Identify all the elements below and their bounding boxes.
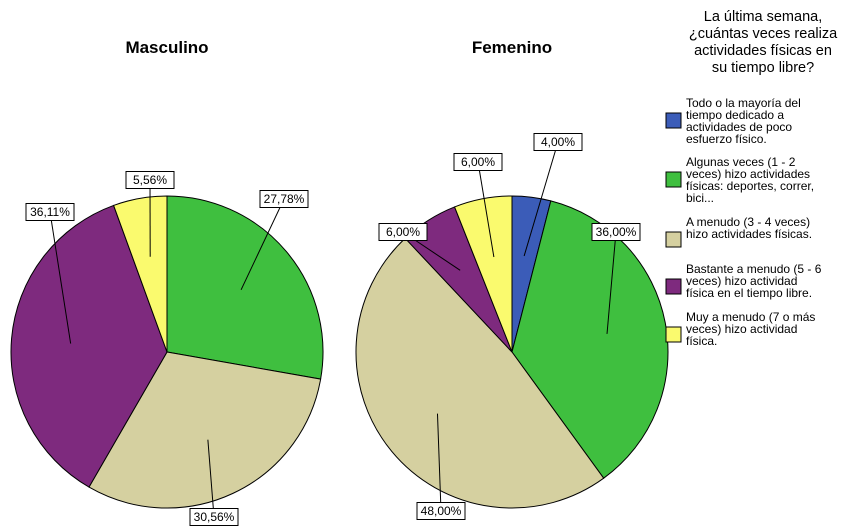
- data-label-box: [591, 223, 641, 241]
- legend-swatch: [665, 112, 682, 129]
- legend-item-text: Muy a menudo (7 o más: [686, 310, 815, 324]
- legend-item: A menudo (3 - 4 veces)hizo actividades f…: [665, 215, 812, 248]
- legend-item-text: esfuerzo físico.: [686, 132, 767, 146]
- legend-title-line: ¿cuántas veces realiza: [689, 26, 838, 42]
- pie-slice: [88, 351, 322, 509]
- data-label: 4,00%: [541, 135, 575, 149]
- legend-item-text: tiempo dedicado a: [686, 108, 784, 122]
- data-label: 27,78%: [264, 192, 305, 206]
- chart-title-masculino: Masculino: [125, 38, 208, 57]
- pie-slice: [355, 237, 605, 509]
- pie-slice: [453, 195, 513, 353]
- legend-item-text: Algunas veces (1 - 2: [686, 155, 796, 169]
- data-label-box: [378, 223, 428, 241]
- data-label: 6,00%: [386, 225, 420, 239]
- leader-line: [49, 211, 72, 344]
- legend-swatch: [665, 326, 682, 343]
- legend-item-text: Bastante a menudo (5 - 6: [686, 262, 822, 276]
- data-label: 36,00%: [596, 225, 637, 239]
- leader-line: [207, 439, 215, 518]
- legend-title-line: actividades físicas en: [694, 43, 832, 59]
- legend-item-text: física en el tiempo libre.: [686, 286, 812, 300]
- data-label: 6,00%: [461, 155, 495, 169]
- legend-title-line: su tiempo libre?: [712, 60, 814, 76]
- legend-item-text: hizo actividades físicas.: [686, 227, 812, 241]
- data-label-box: [125, 171, 175, 189]
- legend-swatch: [665, 171, 682, 188]
- legend-swatch: [665, 231, 682, 248]
- leader-line: [523, 141, 559, 257]
- pie-slice: [511, 200, 669, 479]
- leader-line: [606, 231, 617, 334]
- data-label: 5,56%: [133, 173, 167, 187]
- legend-item-text: A menudo (3 - 4 veces): [686, 215, 810, 229]
- legend-item-text: veces) hizo actividad: [686, 274, 797, 288]
- legend-swatch: [665, 278, 682, 295]
- data-label-box: [453, 153, 503, 171]
- data-label-box: [416, 502, 466, 520]
- data-label-box: [25, 203, 75, 221]
- legend-item-text: físicas: deportes, correr,: [686, 179, 814, 193]
- legend-item-text: Todo o la mayoría del: [686, 96, 801, 110]
- chart-title-femenino: Femenino: [472, 38, 552, 57]
- legend-item-text: bici...: [686, 191, 714, 205]
- legend-item-text: veces) hizo actividades: [686, 167, 810, 181]
- leader-line: [436, 413, 442, 512]
- data-label: 30,56%: [194, 510, 235, 524]
- pie-slice: [166, 195, 324, 380]
- data-label-box: [533, 133, 583, 151]
- data-label-box: [259, 190, 309, 208]
- legend-title-line: La última semana,: [704, 9, 822, 25]
- leader-line: [477, 161, 495, 258]
- pie-masculino: 27,78% 30,56% 36,11% 5,56%: [10, 171, 324, 526]
- pie-slice: [10, 204, 168, 488]
- pie-slice: [112, 195, 168, 353]
- data-label: 48,00%: [421, 504, 462, 518]
- legend-item-text: física.: [686, 334, 717, 348]
- legend: La última semana,¿cuántas veces realizaa…: [665, 9, 838, 348]
- leader-line: [240, 198, 285, 291]
- pie-femenino: 4,00% 36,00% 48,00% 6,00% 6,00%: [355, 133, 669, 520]
- legend-item-text: veces) hizo actividad: [686, 322, 797, 336]
- data-label: 36,11%: [30, 205, 70, 219]
- legend-item-text: actividades de poco: [686, 120, 792, 134]
